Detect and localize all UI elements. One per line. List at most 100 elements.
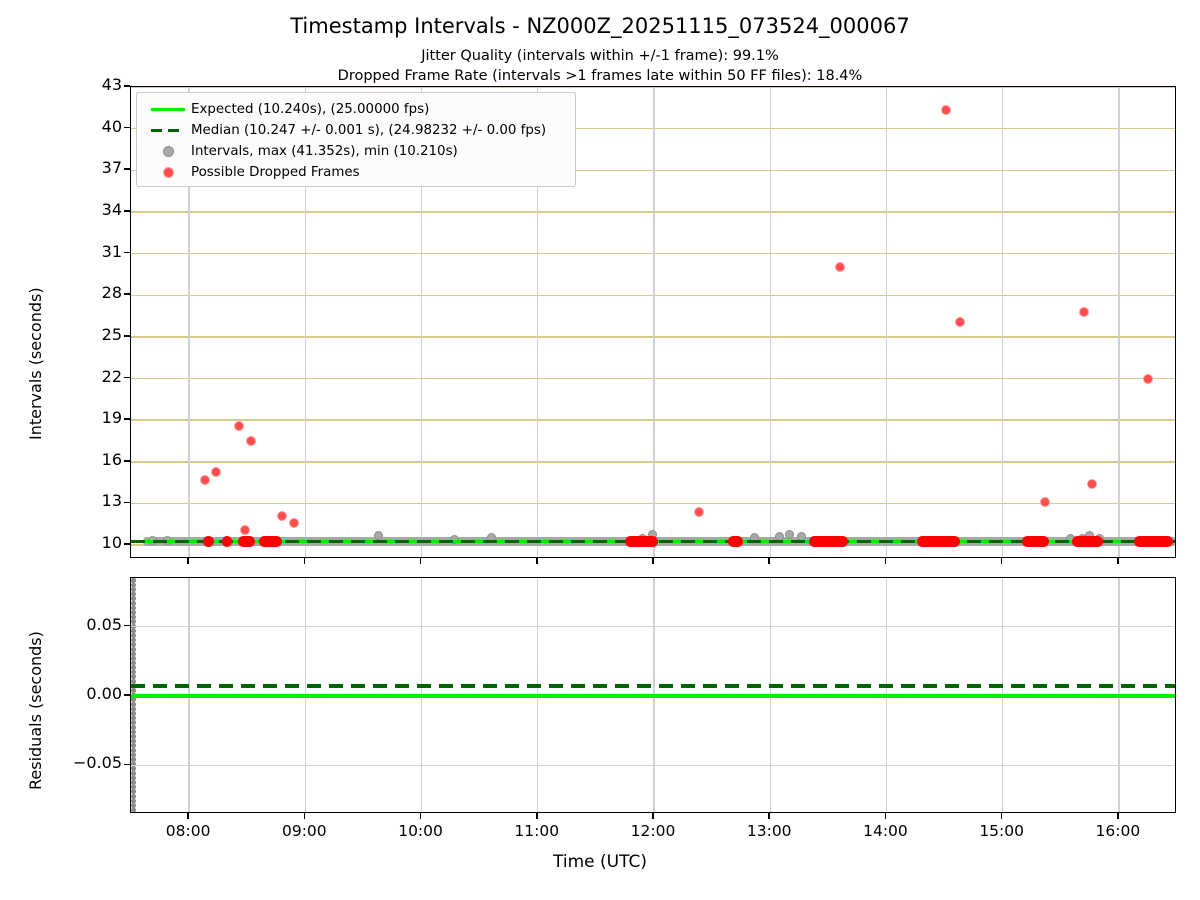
residual-point	[131, 633, 136, 638]
x-tick-mark	[535, 813, 538, 819]
y-tick-mark	[124, 418, 130, 420]
gridline-horizontal	[131, 87, 1175, 88]
y-tick-mark	[124, 624, 130, 627]
gridline-horizontal	[131, 252, 1175, 255]
legend-line-expected-icon	[145, 107, 191, 112]
residual-point	[131, 669, 136, 675]
residual-point	[131, 656, 136, 661]
y-tick-label: 13	[101, 491, 122, 511]
dropped-frame-point	[234, 420, 245, 431]
legend-item-dropped: Possible Dropped Frames	[145, 162, 567, 183]
y-tick-label: 28	[101, 283, 122, 303]
x-tick-label: 10:00	[398, 822, 443, 840]
residual-median-line	[131, 684, 1175, 689]
residual-point	[131, 743, 136, 748]
y-tick-mark	[124, 460, 130, 462]
residual-point	[131, 780, 136, 785]
y-tick-mark	[124, 501, 130, 504]
y-tick-label: 37	[101, 158, 122, 178]
dropped-frames-cluster	[624, 536, 658, 548]
dropped-frame-point	[246, 436, 257, 446]
residual-point	[131, 646, 136, 652]
x-tick-mark	[768, 558, 771, 564]
residual-point	[131, 725, 136, 730]
gridline-horizontal	[131, 377, 1175, 380]
gridline-vertical	[653, 87, 655, 557]
y-tick-label: 40	[101, 116, 122, 136]
residual-point	[131, 596, 136, 601]
gridline-vertical	[304, 87, 307, 557]
y-tick-label: −0.05	[72, 753, 122, 773]
residual-point	[131, 600, 136, 606]
dropped-frame-point	[199, 474, 210, 485]
residual-point	[131, 706, 136, 712]
x-tick-label: 11:00	[514, 822, 560, 840]
residual-point	[131, 619, 136, 624]
gridline-vertical	[885, 87, 888, 557]
legend-item-expected: Expected (10.240s), (25.00000 fps)	[145, 99, 567, 120]
residual-point	[131, 660, 136, 666]
residual-point	[131, 688, 136, 693]
x-tick-mark	[652, 813, 654, 819]
residual-point	[131, 679, 136, 684]
y-tick-mark	[124, 168, 130, 171]
gridline-vertical	[1001, 87, 1004, 557]
dropped-frame-point	[941, 104, 952, 115]
residual-point	[131, 738, 136, 744]
x-tick-mark	[419, 813, 422, 819]
x-tick-label: 14:00	[863, 822, 908, 840]
x-tick-mark	[535, 558, 538, 564]
interval-point	[785, 529, 795, 539]
dropped-frame-point	[277, 510, 288, 521]
residual-point	[131, 770, 136, 776]
y-tick-label: 25	[101, 324, 122, 344]
residual-point	[131, 702, 136, 707]
x-tick-label: 15:00	[979, 822, 1024, 840]
gridline-horizontal	[131, 625, 1175, 628]
y-tick-mark	[124, 85, 130, 87]
dropped-frames-cluster	[917, 536, 961, 548]
legend-label-intervals: Intervals, max (41.352s), min (10.210s)	[191, 144, 458, 159]
gridline-horizontal	[131, 294, 1175, 296]
chart-subtitle-dropped: Dropped Frame Rate (intervals >1 frames …	[337, 68, 863, 84]
y-tick-mark	[124, 126, 130, 129]
residual-point	[131, 651, 136, 657]
gridline-horizontal	[131, 502, 1175, 505]
residual-point	[131, 729, 136, 735]
legend-line-median-icon	[145, 128, 191, 133]
dropped-frame-point	[1086, 479, 1097, 490]
dropped-frame-point	[288, 517, 299, 528]
dropped-frames-cluster	[808, 536, 848, 548]
dropped-frames-cluster	[1072, 536, 1104, 548]
legend-marker-dropped-icon	[145, 167, 191, 178]
y-tick-mark	[124, 251, 130, 254]
residual-point	[131, 605, 136, 611]
y-tick-label: 10	[101, 533, 122, 553]
residual-point	[131, 587, 136, 592]
residual-point	[131, 734, 136, 739]
y-tick-mark	[124, 293, 130, 296]
residual-point	[131, 637, 136, 643]
dropped-frame-point	[211, 466, 222, 477]
residual-point	[131, 775, 136, 781]
intervals-plot-area	[131, 87, 1175, 557]
residual-expected-line	[131, 694, 1175, 698]
x-tick-mark	[884, 813, 887, 819]
y-tick-label: 22	[101, 366, 122, 386]
dropped-frame-point	[1079, 306, 1090, 317]
chart-title: Timestamp Intervals - NZ000Z_20251115_07…	[290, 14, 910, 38]
interval-point	[449, 535, 459, 545]
gridline-vertical	[537, 87, 539, 557]
y-tick-mark	[124, 694, 130, 696]
residuals-plot-area	[131, 578, 1175, 812]
x-tick-mark	[187, 813, 189, 819]
x-tick-label: 16:00	[1095, 822, 1141, 840]
x-tick-mark	[1000, 813, 1003, 819]
chart-legend: Expected (10.240s), (25.00000 fps) Media…	[136, 92, 576, 187]
gridline-vertical	[420, 87, 423, 557]
residual-point	[131, 582, 136, 588]
dropped-frames-cluster	[1022, 536, 1050, 548]
legend-marker-intervals-icon	[145, 146, 191, 157]
x-tick-mark	[652, 558, 654, 564]
